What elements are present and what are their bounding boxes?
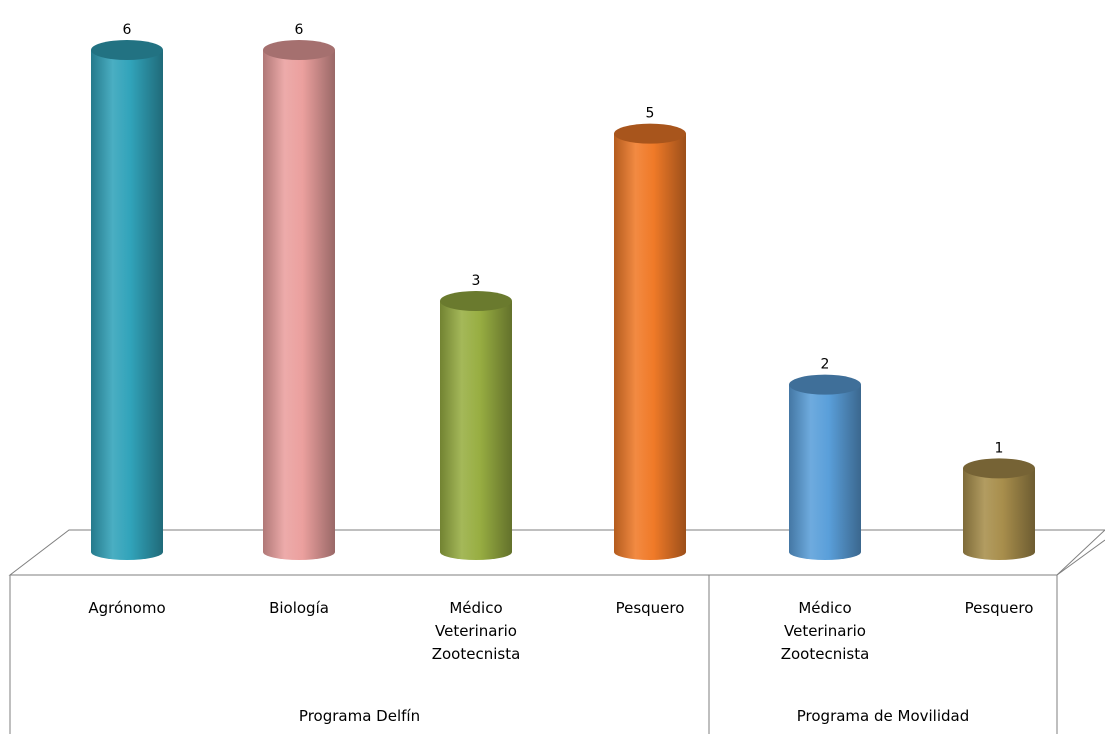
category-label-line: Zootecnista bbox=[432, 645, 521, 663]
category-label-line: Pesquero bbox=[616, 599, 685, 617]
bar-cylinder bbox=[91, 40, 163, 560]
bar-top bbox=[614, 123, 686, 144]
category-label-line: Veterinario bbox=[784, 622, 866, 640]
category-label-line: Zootecnista bbox=[781, 645, 870, 663]
category-label-line: Veterinario bbox=[435, 622, 517, 640]
bar-cylinder bbox=[963, 458, 1035, 560]
category-label: Agrónomo bbox=[88, 599, 165, 617]
bar-top bbox=[91, 40, 163, 60]
bar-top bbox=[440, 291, 512, 311]
bar-cylinder bbox=[789, 374, 861, 560]
category-label-line: Médico bbox=[798, 599, 851, 617]
category-label-line: Agrónomo bbox=[88, 599, 165, 617]
category-label-line: Médico bbox=[449, 599, 502, 617]
category-label: Pesquero bbox=[616, 599, 685, 617]
category-label: Pesquero bbox=[965, 599, 1034, 617]
bar-cylinder bbox=[263, 40, 335, 560]
chart-floor bbox=[8, 529, 1105, 576]
bar-top bbox=[963, 458, 1035, 479]
bar-value-label: 1 bbox=[995, 440, 1004, 456]
bar-body bbox=[963, 468, 1035, 560]
bar-body bbox=[91, 50, 163, 560]
bar-top bbox=[789, 374, 861, 395]
chart-floor-plane bbox=[8, 529, 1105, 576]
bar-body bbox=[263, 50, 335, 560]
category-axis: Agrónomo Biología Médico Veterinario Zootecn… bbox=[9, 574, 1058, 734]
bar-value-label: 3 bbox=[472, 273, 481, 289]
bar-body bbox=[440, 301, 512, 560]
group-label: Programa Delfín bbox=[299, 707, 420, 725]
bars-layer: 6 6 3 5 2 1 bbox=[91, 22, 1035, 560]
category-label-line: Pesquero bbox=[965, 599, 1034, 617]
bar-body bbox=[789, 384, 861, 560]
bar-value-label: 6 bbox=[123, 22, 132, 38]
bar-body bbox=[614, 133, 686, 560]
bar-value-label: 2 bbox=[821, 357, 830, 373]
category-label: Médico Veterinario Zootecnista bbox=[781, 599, 870, 663]
bar-cylinder bbox=[440, 291, 512, 560]
bar-top bbox=[263, 40, 335, 60]
floor-right-edge bbox=[1056, 539, 1105, 576]
bar-value-label: 6 bbox=[295, 22, 304, 38]
bar-cylinder bbox=[614, 123, 686, 560]
category-label-line: Biología bbox=[269, 599, 329, 617]
group-label: Programa de Movilidad bbox=[797, 707, 970, 725]
category-label: Biología bbox=[269, 599, 329, 617]
category-label: Médico Veterinario Zootecnista bbox=[432, 599, 521, 663]
bar-value-label: 5 bbox=[646, 106, 655, 122]
